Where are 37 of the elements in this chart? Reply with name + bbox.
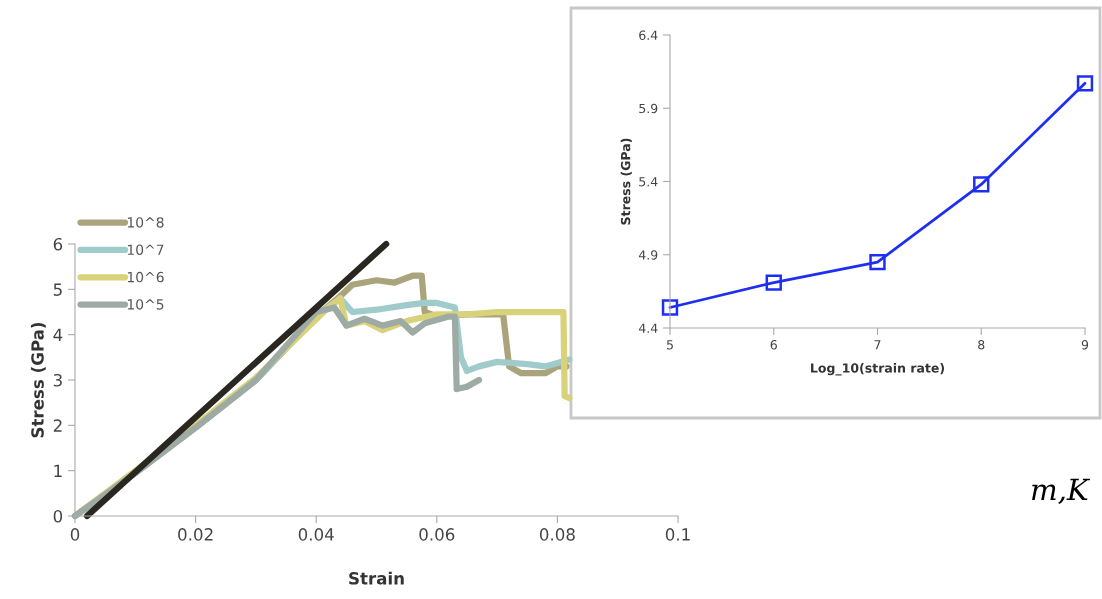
x-tick-label: 9 [1081, 340, 1089, 350]
point [765, 274, 782, 291]
x-tick-label: 0.1 [665, 528, 690, 541]
x-tick-label: 0.02 [178, 528, 213, 541]
point [661, 299, 679, 316]
y-tick-label: 5 [53, 283, 62, 296]
x-tick-label: 5 [666, 340, 673, 350]
y-axis-title: Stress (GPa) [30, 322, 46, 438]
legend-label: 10^6 [127, 271, 164, 283]
text: m,K [1032, 478, 1091, 504]
x-tick-label: 0.08 [539, 528, 575, 541]
x-axis-title: Log_10(strain rate) [811, 363, 945, 376]
y-tick-label: 5.4 [639, 177, 658, 187]
y-tick-label: 4 [53, 328, 63, 341]
point [973, 176, 990, 193]
x-tick-label: 7 [874, 340, 881, 350]
y-tick-label: 2 [53, 419, 62, 432]
legend-label: 10^8 [127, 217, 164, 228]
point [869, 253, 886, 271]
y-tick-label: 3 [53, 373, 62, 387]
y-tick-label: 4.4 [638, 323, 658, 333]
x-tick-label: 6 [770, 340, 777, 350]
x-tick-label: 0 [70, 528, 80, 541]
x-axis-title: Strain [349, 571, 404, 585]
legend-label: 10^7 [127, 244, 164, 255]
y-axis-title: Stress (GPa) [620, 138, 632, 225]
legend-label: 10^5 [127, 299, 164, 310]
y-tick-label: 4.9 [638, 250, 658, 260]
point [1076, 75, 1094, 92]
x-tick-label: 0.04 [298, 528, 334, 541]
y-tick-label: 6.4 [639, 30, 658, 40]
y-tick-label: 0 [53, 509, 63, 523]
y-tick-label: 6 [53, 237, 63, 251]
y-tick-label: 1 [54, 464, 62, 477]
x-tick-label: 8 [978, 340, 985, 350]
y-tick-label: 5.9 [639, 103, 658, 114]
x-tick-label: 0.06 [419, 528, 455, 541]
